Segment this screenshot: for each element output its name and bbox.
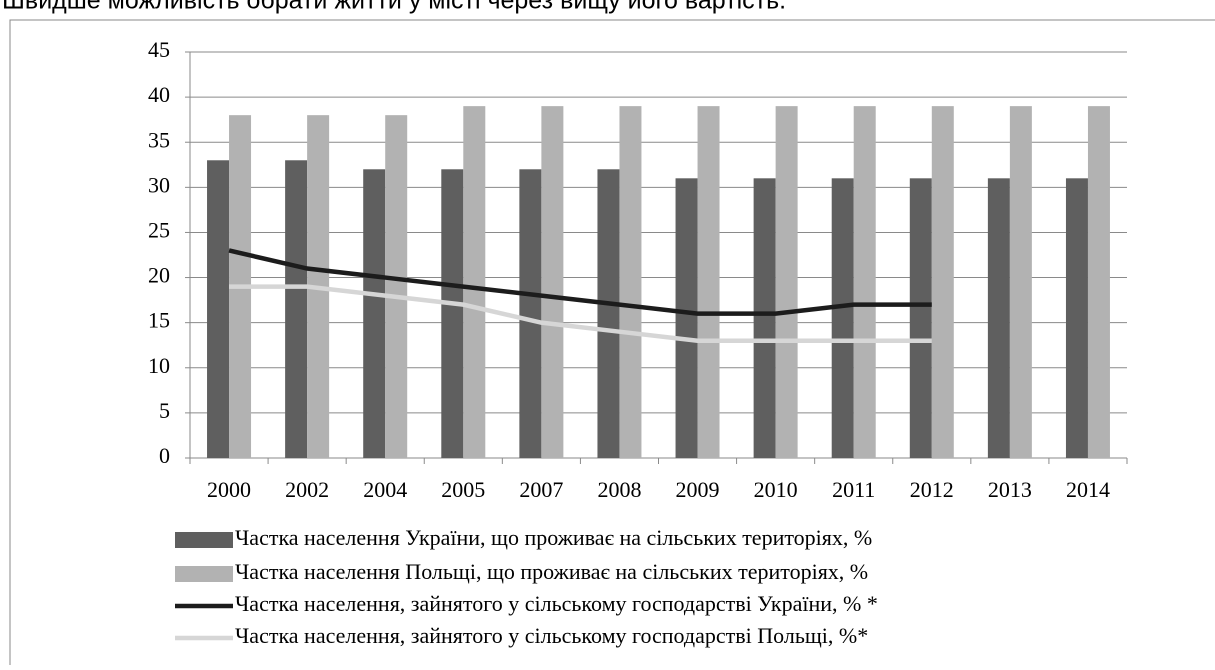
y-tick-label: 5 [159, 398, 170, 423]
bar [463, 106, 486, 458]
bar [675, 178, 698, 459]
bar [1009, 106, 1032, 458]
bar [987, 178, 1010, 459]
bar [441, 169, 464, 459]
x-tick-label: 2005 [441, 477, 485, 502]
line [229, 284, 932, 343]
x-tick-label: 2004 [363, 477, 407, 502]
chart-border [9, 19, 1215, 670]
caption: Швидше можливість обрати житти у місті ч… [2, 0, 786, 15]
x-tick-label: 2011 [832, 477, 875, 502]
y-tick-label: 20 [148, 263, 170, 288]
y-tick-label: 45 [148, 37, 170, 62]
x-tick-label: 2010 [754, 477, 798, 502]
y-tick-label: 10 [148, 353, 170, 378]
x-tick-label: 2014 [1066, 477, 1110, 502]
bar [363, 169, 386, 459]
x-tick-label: 2012 [910, 477, 954, 502]
bar [1087, 106, 1110, 458]
legend-swatch [175, 532, 233, 548]
legend-swatch [175, 566, 233, 582]
bar [619, 106, 642, 458]
bar [207, 160, 230, 458]
x-tick-label: 2008 [597, 477, 641, 502]
x-tick-label: 2002 [285, 477, 329, 502]
bar [697, 106, 720, 458]
bar [853, 106, 876, 458]
y-tick-label: 25 [148, 217, 170, 242]
bar [385, 115, 408, 459]
y-tick-label: 15 [148, 308, 170, 333]
y-tick-label: 0 [159, 443, 170, 468]
bar [285, 160, 308, 458]
bar [541, 106, 564, 458]
x-tick-label: 2000 [207, 477, 251, 502]
bar [775, 106, 798, 458]
bar [597, 169, 620, 459]
bar [753, 178, 776, 459]
y-tick-label: 35 [148, 127, 170, 152]
bar [519, 169, 542, 459]
bar [1065, 178, 1088, 459]
x-tick-label: 2013 [988, 477, 1032, 502]
legend-label: Частка населення Польщі, що проживає на … [235, 559, 868, 584]
x-tick-label: 2009 [676, 477, 720, 502]
legend-label: Частка населення, зайнятого у сільському… [235, 591, 878, 616]
legend-label: Частка населення, зайнятого у сільському… [235, 623, 868, 648]
legend-label: Частка населення України, що проживає на… [235, 525, 872, 550]
y-tick-label: 40 [148, 82, 170, 107]
bar [931, 106, 954, 458]
bar [909, 178, 932, 459]
bar [831, 178, 854, 459]
y-tick-label: 30 [148, 172, 170, 197]
line [228, 248, 932, 316]
x-tick-label: 2007 [519, 477, 563, 502]
